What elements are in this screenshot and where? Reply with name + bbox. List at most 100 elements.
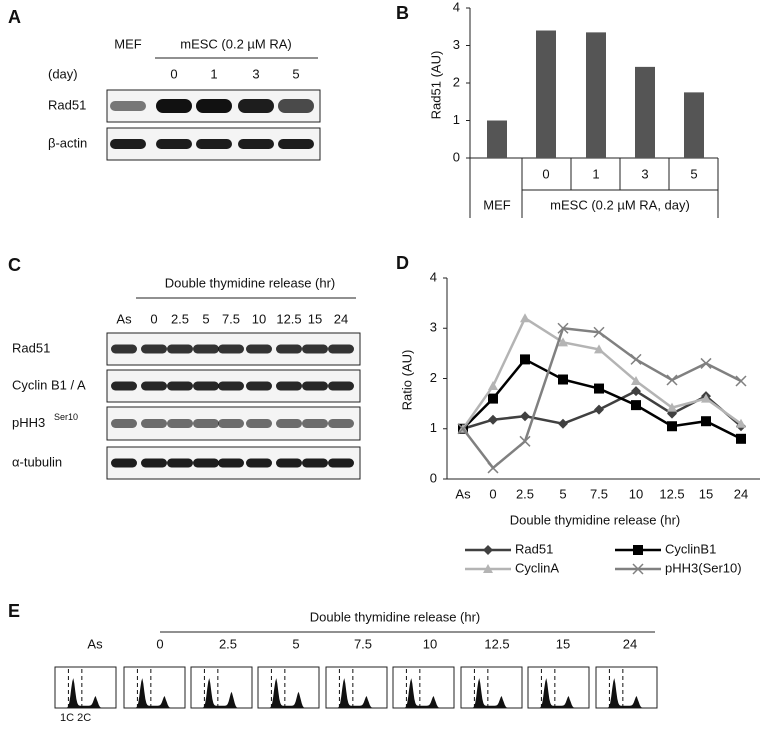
bar [487, 120, 507, 158]
flow-histogram [463, 678, 520, 708]
marker [520, 313, 530, 323]
band [302, 381, 328, 391]
series-line [462, 326, 742, 470]
row-label: Rad51 [12, 340, 50, 355]
panel-label: B [396, 3, 409, 23]
lane-header: MEF [114, 36, 142, 51]
band [276, 381, 302, 391]
marker [667, 421, 677, 432]
legend-label: pHH3(Ser10) [665, 560, 742, 575]
marker [594, 383, 604, 394]
x-tick-label: 10 [629, 486, 643, 501]
band [110, 101, 146, 111]
marker [700, 357, 712, 369]
band [167, 458, 193, 468]
marker [520, 411, 530, 422]
x-tick-label: 1 [592, 166, 599, 181]
marker [736, 433, 746, 444]
marker [594, 404, 604, 415]
x-tick-label: 5 [690, 166, 697, 181]
x-tick-label: 2.5 [516, 486, 534, 501]
lane-label: 7.5 [354, 636, 372, 651]
lane-label: 1 [210, 66, 217, 81]
band [156, 139, 192, 149]
band [196, 139, 232, 149]
flow-frame [257, 666, 320, 709]
y-tick-label: 2 [430, 370, 437, 385]
band [111, 458, 137, 468]
band [193, 344, 219, 354]
lane-label: 10 [423, 636, 437, 651]
flow-frame [460, 666, 523, 709]
lane-label: 15 [556, 636, 570, 651]
flow-frame [54, 666, 117, 709]
panel-label: A [8, 7, 21, 27]
flow-histogram [530, 678, 587, 708]
marker [701, 416, 711, 427]
x-axis-title: Double thymidine release (hr) [510, 512, 681, 527]
panel-label: E [8, 601, 20, 621]
band [328, 381, 354, 391]
y-tick-label: 2 [453, 74, 460, 89]
row-label: (day) [48, 66, 78, 81]
row-label: Cyclin B1 / A [12, 377, 86, 392]
marker [631, 386, 641, 397]
band [218, 458, 244, 468]
lane-label: 5 [292, 636, 299, 651]
marker [593, 326, 605, 338]
flow-histogram [126, 678, 183, 708]
lane-label: 0 [156, 636, 163, 651]
band [246, 458, 272, 468]
band [111, 381, 137, 391]
y-tick-label: 4 [453, 0, 460, 14]
marker [558, 337, 568, 347]
y-tick-label: 3 [430, 320, 437, 335]
lane-label: 2.5 [171, 311, 189, 326]
lane-label: 24 [623, 636, 637, 651]
x-tick-label: 5 [559, 486, 566, 501]
marker [483, 545, 493, 555]
lane-label: 15 [308, 311, 322, 326]
flow-histogram [260, 678, 317, 708]
marker [666, 374, 678, 386]
flow-histogram [57, 678, 114, 708]
flow-frame [123, 666, 186, 709]
lane-label: 5 [292, 66, 299, 81]
x-group-label: mESC (0.2 µM RA, day) [550, 197, 690, 212]
row-label: pHH3 [12, 415, 45, 430]
marker [488, 393, 498, 404]
row-label: Rad51 [48, 97, 86, 112]
band [111, 344, 137, 354]
bar [684, 92, 704, 158]
band [193, 419, 219, 428]
y-tick-label: 0 [430, 470, 437, 485]
marker [667, 402, 677, 412]
marker [520, 354, 530, 365]
lane-label: As [87, 636, 103, 651]
flow-frame [325, 666, 388, 709]
band [302, 344, 328, 354]
marker [632, 563, 644, 575]
band [196, 99, 232, 113]
marker [633, 545, 643, 555]
y-axis-title: Ratio (AU) [399, 350, 414, 411]
marker [630, 353, 642, 365]
bar [635, 66, 655, 158]
band [278, 99, 314, 113]
marker [483, 564, 493, 573]
marker [487, 462, 499, 474]
peak-labels: 1C 2C [60, 712, 91, 724]
band [141, 381, 167, 391]
x-tick-label: 0 [489, 486, 496, 501]
x-tick-label: 3 [641, 166, 648, 181]
panel-label: D [396, 253, 409, 273]
lane-label: 0 [170, 66, 177, 81]
lane-label: 10 [252, 311, 266, 326]
band [141, 419, 167, 428]
row-label: β-actin [48, 135, 87, 150]
marker [488, 414, 498, 425]
marker [557, 322, 569, 334]
y-tick-label: 1 [430, 420, 437, 435]
lane-label: 3 [252, 66, 259, 81]
